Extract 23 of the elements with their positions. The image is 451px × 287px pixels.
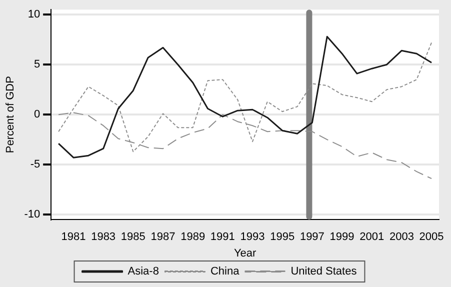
x-tick-label: 2001 xyxy=(360,231,384,244)
y-axis-title: Percent of GDP xyxy=(4,76,17,154)
x-tick-label: 2003 xyxy=(389,231,414,244)
x-tick-label: 1987 xyxy=(150,231,176,244)
y-tick-label: 10 xyxy=(28,8,40,21)
legend-label: United States xyxy=(290,266,358,278)
legend-label: China xyxy=(210,266,240,278)
x-tick-label: 1993 xyxy=(240,231,265,244)
x-tick-label: 2005 xyxy=(419,231,444,244)
y-tick-label: -5 xyxy=(30,158,40,171)
y-tick-label: -10 xyxy=(24,208,40,221)
x-axis-title: Year xyxy=(234,247,256,260)
legend-label: Asia-8 xyxy=(128,266,159,278)
x-tick-label: 1985 xyxy=(120,231,146,244)
x-tick-label: 1997 xyxy=(300,231,324,244)
x-tick-label: 1995 xyxy=(270,231,295,244)
x-tick-label: 1991 xyxy=(210,231,235,244)
x-tick-label: 1981 xyxy=(61,231,86,244)
x-tick-label: 1983 xyxy=(91,231,116,244)
y-tick-label: 0 xyxy=(34,108,40,121)
x-tick-label: 1989 xyxy=(180,231,206,244)
y-tick-label: 5 xyxy=(34,58,40,71)
x-tick-label: 1999 xyxy=(330,231,354,244)
